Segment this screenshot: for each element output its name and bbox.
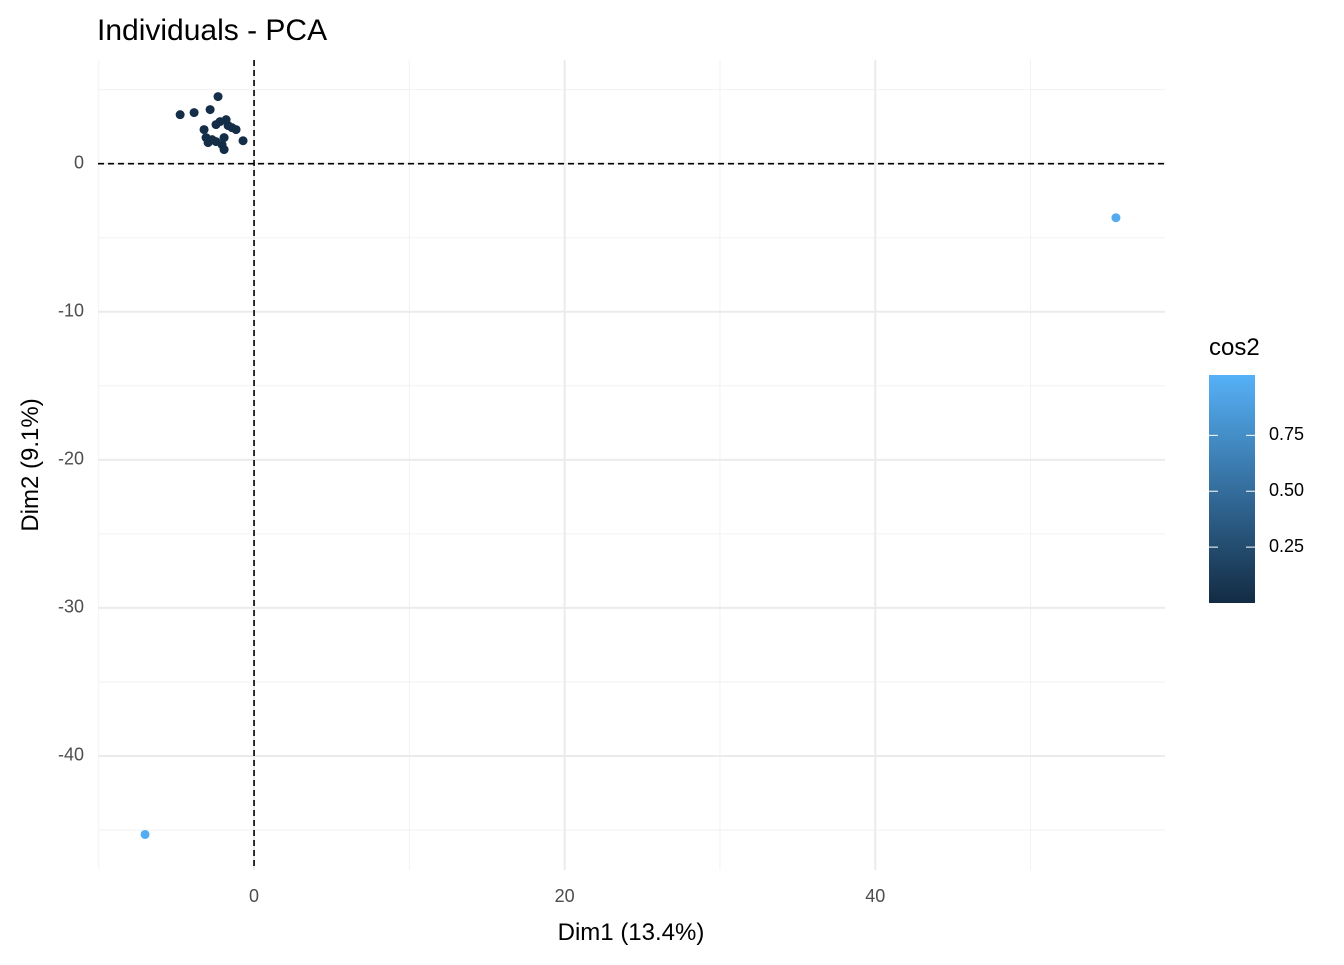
x-tick-label: 20 (555, 886, 575, 906)
point (231, 125, 241, 135)
point (219, 133, 229, 143)
x-axis-title: Dim1 (13.4%) (558, 919, 705, 946)
legend-title: cos2 (1209, 334, 1260, 361)
y-tick-label: -40 (58, 745, 84, 765)
y-tick-label: -20 (58, 449, 84, 469)
point (1111, 213, 1121, 223)
point (189, 108, 199, 118)
point (219, 145, 229, 155)
colorbar (1209, 375, 1255, 603)
y-tick-label: -30 (58, 597, 84, 617)
point (175, 110, 185, 120)
y-tick-label: 0 (74, 152, 84, 172)
point (205, 105, 215, 115)
point (140, 829, 150, 839)
legend-label: 0.25 (1269, 536, 1304, 556)
chart-title: Individuals - PCA (97, 14, 327, 47)
y-tick-label: -10 (58, 300, 84, 320)
point (207, 135, 217, 145)
point (213, 92, 223, 102)
y-axis-title: Dim2 (9.1%) (17, 398, 44, 531)
point (238, 136, 248, 146)
point (215, 117, 225, 127)
x-tick-label: 40 (865, 886, 885, 906)
point (199, 125, 209, 135)
legend-label: 0.50 (1269, 480, 1304, 500)
legend-label: 0.75 (1269, 424, 1304, 444)
x-tick-label: 0 (249, 886, 259, 906)
